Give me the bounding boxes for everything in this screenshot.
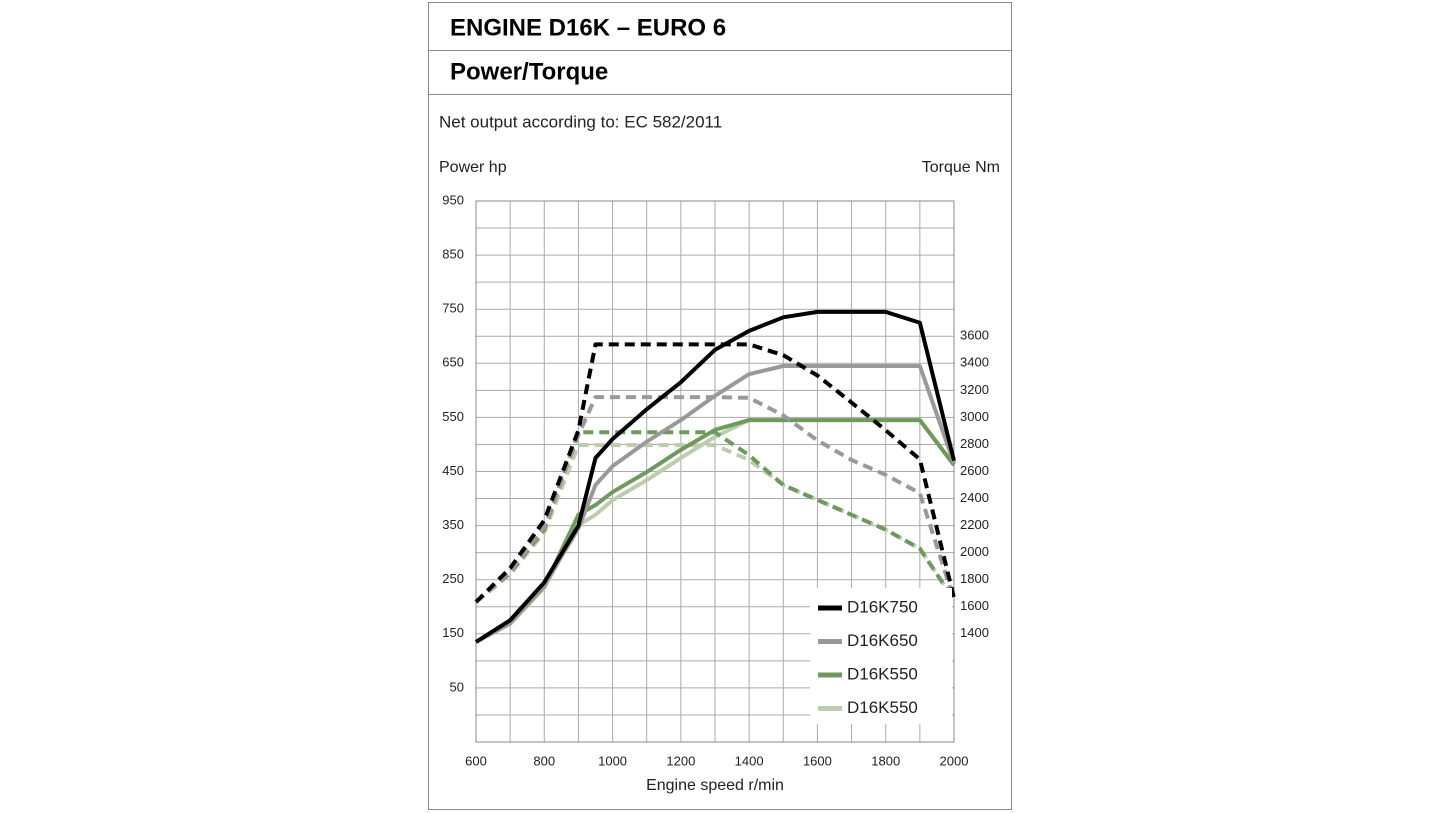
y2-tick-label: 3000 (960, 409, 989, 424)
y-axis-label: Power hp (439, 159, 507, 176)
x-tick-label: 600 (465, 753, 487, 768)
y-tick-label: 750 (442, 301, 464, 316)
x-tick-label: 1000 (598, 753, 627, 768)
legend-box (810, 588, 952, 724)
y2-tick-label: 3200 (960, 382, 989, 397)
y2-axis-label: Torque Nm (922, 159, 1000, 176)
y-tick-label: 350 (442, 517, 464, 532)
y-tick-label: 850 (442, 247, 464, 262)
x-tick-label: 1400 (735, 753, 764, 768)
note: Net output according to: EC 582/2011 (439, 112, 722, 131)
y2-tick-label: 3600 (960, 328, 989, 343)
y-tick-label: 250 (442, 571, 464, 586)
y2-tick-label: 2600 (960, 463, 989, 478)
y2-tick-label: 2800 (960, 436, 989, 451)
y-tick-label: 150 (442, 625, 464, 640)
x-tick-label: 1200 (666, 753, 695, 768)
y2-tick-label: 1600 (960, 598, 989, 613)
legend-label: D16K650 (847, 631, 918, 650)
y-tick-label: 50 (450, 679, 464, 694)
x-tick-label: 1800 (871, 753, 900, 768)
y-tick-label: 650 (442, 355, 464, 370)
chart-title: ENGINE D16K – EURO 6 (450, 14, 726, 41)
plot-border (475, 200, 955, 743)
power-line (474, 309, 956, 644)
y2-tick-label: 1400 (960, 625, 989, 640)
y-tick-label: 450 (442, 463, 464, 478)
y-tick-label: 550 (442, 409, 464, 424)
y2-tick-label: 2000 (960, 544, 989, 559)
legend-label: D16K750 (847, 597, 918, 616)
legend-label: D16K550 (847, 664, 918, 683)
torque-line (474, 395, 956, 604)
x-tick-label: 1600 (803, 753, 832, 768)
y2-tick-label: 2200 (960, 517, 989, 532)
y2-tick-label: 2400 (960, 490, 989, 505)
torque-line (474, 342, 956, 604)
x-tick-label: 800 (533, 753, 555, 768)
y-tick-label: 950 (442, 192, 464, 207)
y2-tick-label: 3400 (960, 355, 989, 370)
y2-tick-label: 1800 (960, 571, 989, 586)
chart-subtitle: Power/Torque (450, 58, 608, 85)
legend-label: D16K550 (847, 698, 918, 717)
x-tick-label: 2000 (940, 753, 969, 768)
x-axis-label: Engine speed r/min (646, 777, 784, 794)
